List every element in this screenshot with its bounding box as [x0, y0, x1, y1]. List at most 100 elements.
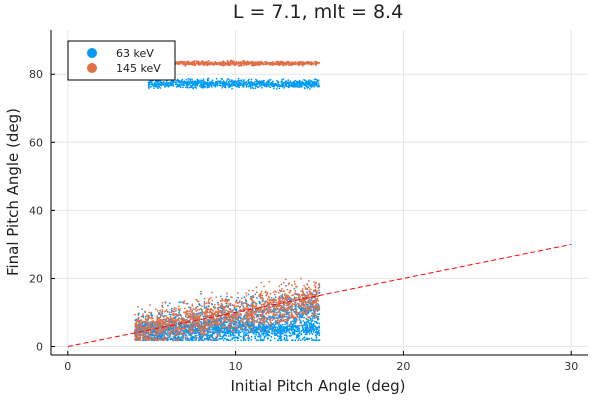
point-0-2-383: [254, 335, 257, 338]
point-0-0-612: [226, 83, 229, 86]
point-0-0-867: [270, 81, 273, 84]
point-0-0-526: [309, 80, 312, 82]
point-0-2-531: [141, 308, 143, 311]
point-0-0-807: [198, 85, 201, 87]
point-0-0-778: [222, 81, 225, 83]
point-0-0-773: [169, 84, 172, 87]
point-0-1-771: [305, 325, 307, 327]
point-0-1-124: [273, 337, 276, 340]
point-1-1-395: [258, 308, 261, 310]
point-0-2-872: [273, 325, 276, 327]
point-1-1-645: [247, 335, 250, 338]
point-0-1-995: [274, 334, 276, 337]
point-0-0-285: [192, 86, 194, 89]
point-0-1-926: [260, 327, 263, 330]
point-1-0-625: [312, 63, 315, 65]
point-0-0-815: [244, 83, 247, 85]
point-0-0-691: [255, 78, 257, 81]
point-0-0-830: [299, 85, 302, 88]
point-0-0-875: [263, 83, 266, 86]
point-0-2-83: [166, 310, 169, 313]
point-0-2-1257: [150, 334, 153, 337]
point-0-2-1097: [270, 325, 273, 327]
point-0-2-1477: [258, 324, 260, 327]
point-1-1-295: [227, 305, 230, 307]
point-1-1-404: [177, 333, 180, 336]
point-1-1-448: [177, 305, 180, 308]
point-1-0-686: [290, 64, 292, 67]
point-0-2-990: [297, 335, 299, 338]
point-0-2-1357: [208, 337, 211, 340]
point-0-3-101: [280, 338, 283, 341]
point-0-0-816: [283, 87, 285, 89]
point-0-0-789: [188, 86, 191, 89]
point-0-3-85: [267, 337, 269, 339]
point-1-1-357: [197, 326, 199, 328]
point-0-2-1000: [306, 330, 309, 332]
point-1-1-528: [316, 290, 319, 293]
point-0-0-307: [275, 88, 278, 90]
point-1-1-387: [139, 326, 141, 328]
point-1-1-571: [295, 297, 298, 299]
point-0-2-1202: [262, 315, 264, 318]
point-1-1-537: [313, 284, 316, 286]
point-1-1-257: [303, 284, 305, 287]
point-0-3-105: [180, 339, 182, 342]
point-0-2-866: [254, 293, 257, 296]
point-0-2-1239: [240, 324, 243, 326]
point-1-0-531: [176, 62, 179, 65]
point-0-0-848: [273, 85, 275, 88]
point-1-0-478: [225, 64, 227, 66]
point-0-1-823: [274, 330, 276, 332]
point-1-1-232: [261, 299, 263, 301]
point-1-1-364: [268, 315, 270, 317]
point-0-2-1181: [250, 295, 252, 298]
point-0-2-1256: [270, 297, 273, 299]
point-0-0-512: [242, 81, 245, 83]
point-1-1-258: [220, 302, 223, 305]
point-1-1-123: [226, 316, 229, 319]
point-1-1-480: [265, 300, 268, 303]
point-1-1-261: [216, 335, 219, 338]
point-0-2-974: [318, 291, 321, 294]
point-0-0-500: [162, 81, 165, 84]
point-0-0-813: [304, 80, 307, 83]
point-1-1-160: [315, 316, 318, 319]
point-0-1-90: [288, 331, 291, 334]
point-0-2-976: [263, 325, 266, 327]
point-0-0-724: [297, 81, 300, 83]
point-0-1-753: [253, 331, 256, 334]
point-0-2-500: [287, 298, 290, 300]
point-0-2-417: [289, 321, 292, 323]
point-1-0-607: [284, 63, 286, 66]
point-0-3-77: [231, 337, 234, 340]
point-0-0-571: [245, 84, 248, 87]
point-1-0-694: [293, 63, 296, 65]
point-1-1-286: [264, 302, 266, 304]
point-0-1-808: [264, 332, 267, 335]
point-1-0-649: [290, 62, 292, 64]
point-0-0-643: [276, 79, 278, 82]
point-0-3-112: [237, 337, 240, 340]
point-0-0-716: [288, 86, 291, 88]
point-0-3-39: [308, 338, 311, 340]
point-0-2-468: [209, 328, 211, 331]
point-0-0-674: [225, 82, 227, 85]
point-1-0-652: [206, 62, 209, 64]
point-1-0-662: [299, 61, 302, 64]
point-0-0-567: [212, 83, 215, 85]
point-0-0-736: [221, 82, 224, 85]
point-1-0-611: [313, 60, 316, 63]
point-0-0-868: [272, 83, 274, 85]
point-0-2-878: [256, 331, 259, 334]
point-0-2-1474: [195, 314, 198, 316]
point-0-2-1398: [235, 332, 237, 334]
point-0-2-1138: [141, 322, 144, 325]
point-0-1-797: [247, 329, 249, 332]
point-0-0-714: [231, 83, 234, 85]
point-1-0-489: [240, 64, 243, 67]
point-0-2-1494: [180, 336, 183, 339]
point-1-1-366: [301, 293, 304, 295]
point-0-0-806: [195, 81, 198, 83]
point-0-0-688: [182, 83, 185, 85]
